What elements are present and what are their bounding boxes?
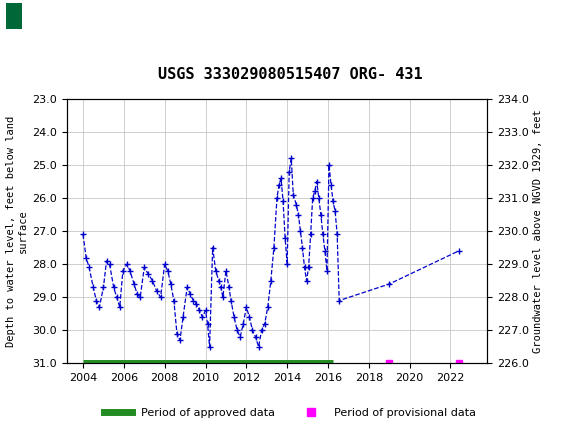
- Bar: [6, 3, 38, 29]
- Text: USGS: USGS: [44, 9, 82, 22]
- Y-axis label: Depth to water level, feet below land
surface: Depth to water level, feet below land su…: [6, 116, 28, 347]
- Bar: [6, 3, 21, 29]
- Legend: Period of approved data, Period of provisional data: Period of approved data, Period of provi…: [100, 403, 480, 422]
- Y-axis label: Groundwater level above NGVD 1929, feet: Groundwater level above NGVD 1929, feet: [533, 109, 543, 353]
- Text: USGS 333029080515407 ORG- 431: USGS 333029080515407 ORG- 431: [158, 67, 422, 82]
